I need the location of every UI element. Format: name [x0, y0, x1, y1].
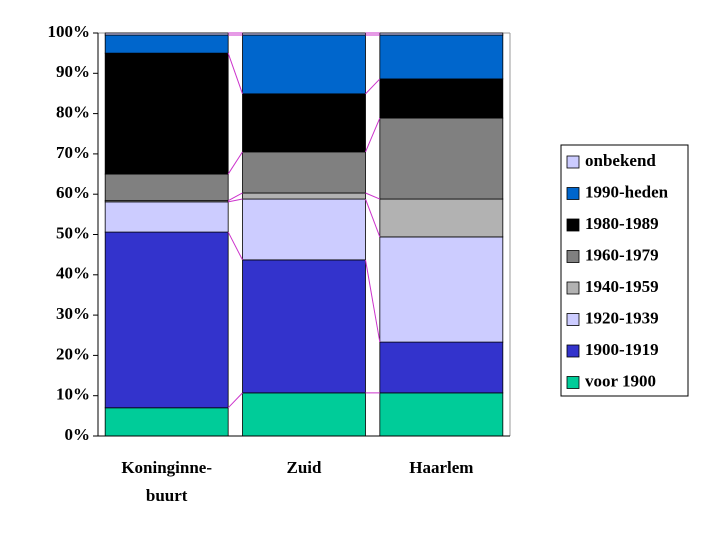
series-line [227, 151, 243, 175]
bar-segment [379, 392, 504, 437]
legend-swatch [566, 281, 580, 295]
bar-segment [242, 192, 366, 200]
x-tick-label: Haarlem [409, 458, 473, 477]
legend-label: 1920-1939 [585, 308, 659, 327]
legend-label: 1990-heden [585, 182, 669, 201]
legend-swatch [566, 155, 580, 169]
bar-segment [379, 78, 504, 119]
legend-swatch [566, 376, 580, 389]
series-line [227, 192, 243, 202]
bar-segment [242, 93, 366, 153]
bar-segment [104, 173, 229, 202]
y-tick-label: 40% [56, 264, 90, 283]
bar-segment [379, 341, 504, 394]
bar-segment [242, 32, 366, 36]
legend-label: 1980-1989 [585, 214, 659, 233]
y-tick-label: 100% [48, 22, 91, 41]
bar-segment [379, 117, 504, 200]
x-tick-label: Koninginne-buurt [121, 458, 212, 505]
y-tick-label: 30% [56, 304, 90, 323]
bar-segment [242, 259, 366, 394]
bar-segment [104, 34, 229, 54]
bar-segment [379, 198, 504, 238]
bar-segment [379, 236, 504, 343]
bar-segment [379, 34, 504, 80]
y-tick-label: 90% [56, 62, 90, 81]
series-line [365, 259, 381, 343]
y-tick-label: 50% [56, 223, 90, 242]
legend-label: onbekend [585, 151, 656, 170]
y-tick-label: 70% [56, 143, 90, 162]
legend-swatch [566, 250, 580, 263]
legend-box [560, 144, 689, 397]
legend-label: 1960-1979 [585, 245, 659, 264]
series-line [227, 392, 243, 409]
bar-segment [242, 198, 366, 261]
y-tick-label: 60% [56, 183, 90, 202]
y-tick-label: 20% [56, 344, 90, 363]
series-line [228, 198, 243, 203]
series-line [365, 78, 381, 95]
bar-segment [104, 407, 229, 437]
bar-segment [104, 201, 229, 233]
series-line [227, 231, 243, 261]
series-line [365, 192, 381, 200]
legend-swatch [566, 344, 580, 358]
bar-segment [242, 34, 366, 95]
bar-segment [104, 231, 229, 409]
series-line [227, 52, 243, 95]
legend-label: 1900-1919 [585, 340, 659, 359]
legend-label: voor 1900 [585, 371, 656, 390]
x-tick-label: Zuid [287, 458, 323, 477]
y-tick-label: 0% [65, 425, 91, 444]
legend-label: 1940-1959 [585, 277, 659, 296]
bar-segment [242, 151, 366, 194]
bar-segment [379, 32, 504, 36]
bar-segment [104, 52, 229, 175]
y-tick-label: 80% [56, 103, 90, 122]
legend-swatch [566, 187, 580, 200]
y-tick-label: 10% [56, 385, 90, 404]
series-line [365, 117, 381, 153]
series-line [365, 198, 381, 238]
legend-swatch [566, 313, 580, 326]
bar-segment [104, 32, 229, 36]
legend-swatch [566, 218, 580, 232]
bar-segment [242, 392, 366, 437]
